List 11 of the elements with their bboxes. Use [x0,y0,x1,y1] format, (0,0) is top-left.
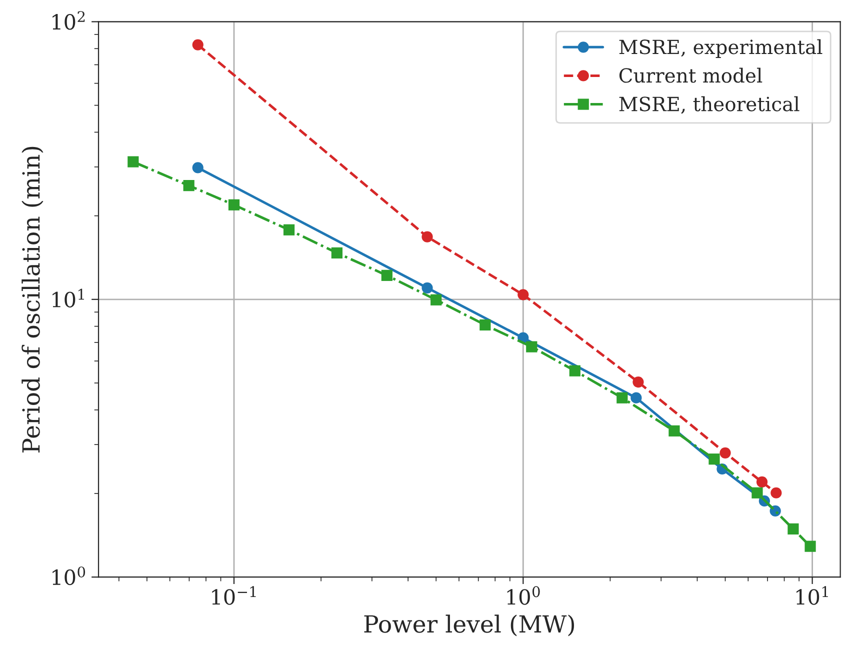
y-tick-label: 10$^{2}$ [52,11,85,30]
x-axis-title: Power level (MW) [364,614,574,636]
y-tick-label: 10$^{1}$ [52,288,84,308]
legend-label: Current model [619,68,762,83]
y-tick-label: 10$^{0}$ [52,566,86,586]
legend-label: MSRE, theoretical [619,96,800,114]
x-tick-label: 10$^{0}$ [507,586,540,605]
y-axis-title: Period of oscillation (min) [22,146,44,452]
x-tick-label: 10$^{1}$ [796,586,828,605]
x-tick-label: 10$^{−1}$ [212,586,256,605]
legend-label: MSRE, experimental [619,39,822,58]
